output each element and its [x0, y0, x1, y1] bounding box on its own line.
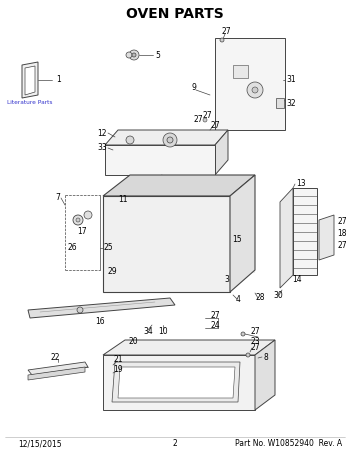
Circle shape: [129, 50, 139, 60]
Text: 27: 27: [210, 120, 220, 130]
Polygon shape: [215, 130, 228, 175]
Polygon shape: [28, 362, 88, 375]
Text: 27: 27: [210, 310, 220, 319]
Circle shape: [76, 218, 80, 222]
Text: 9: 9: [191, 83, 196, 92]
Text: 30: 30: [273, 290, 283, 299]
Text: 8: 8: [263, 352, 268, 361]
Text: 27: 27: [193, 116, 203, 125]
Text: 32: 32: [286, 98, 296, 107]
Polygon shape: [280, 188, 293, 288]
Text: 3: 3: [224, 275, 229, 284]
Polygon shape: [22, 62, 38, 98]
Text: 22: 22: [50, 353, 60, 362]
Text: 7: 7: [55, 193, 60, 202]
Text: 15: 15: [232, 236, 241, 245]
Text: 20: 20: [128, 337, 138, 347]
Text: 12: 12: [98, 129, 107, 138]
Text: 34: 34: [143, 328, 153, 337]
Text: 33: 33: [97, 144, 107, 153]
Circle shape: [247, 82, 263, 98]
Circle shape: [73, 215, 83, 225]
Text: 13: 13: [296, 178, 306, 188]
Circle shape: [126, 136, 134, 144]
Polygon shape: [103, 196, 230, 292]
Circle shape: [241, 332, 245, 336]
Text: 19: 19: [113, 366, 123, 375]
Text: 31: 31: [286, 76, 296, 85]
Polygon shape: [255, 340, 275, 410]
Text: Literature Parts: Literature Parts: [7, 101, 53, 106]
Circle shape: [126, 52, 132, 58]
Polygon shape: [319, 215, 334, 260]
Polygon shape: [103, 355, 255, 410]
Circle shape: [246, 353, 250, 357]
Circle shape: [167, 137, 173, 143]
Polygon shape: [230, 175, 255, 292]
Polygon shape: [118, 367, 235, 398]
Text: 2: 2: [163, 180, 168, 189]
Text: 4: 4: [236, 295, 240, 304]
Text: 6: 6: [153, 175, 158, 184]
Polygon shape: [276, 98, 284, 108]
Polygon shape: [103, 340, 275, 355]
Text: 12/15/2015: 12/15/2015: [18, 439, 62, 448]
Text: 27: 27: [221, 28, 231, 37]
Circle shape: [220, 38, 224, 42]
Polygon shape: [28, 367, 85, 380]
Text: 16: 16: [95, 318, 105, 327]
Text: 27: 27: [250, 342, 260, 352]
Text: 29: 29: [107, 268, 117, 276]
Circle shape: [84, 211, 92, 219]
Text: 18: 18: [337, 230, 346, 238]
Circle shape: [252, 87, 258, 93]
Circle shape: [203, 118, 207, 122]
Text: 14: 14: [292, 275, 302, 284]
Text: 27: 27: [202, 111, 212, 120]
Text: 24: 24: [210, 321, 220, 329]
Text: OVEN PARTS: OVEN PARTS: [126, 7, 224, 21]
Text: 26: 26: [67, 244, 77, 252]
Text: 28: 28: [255, 293, 265, 302]
Polygon shape: [233, 65, 248, 78]
Text: 27: 27: [337, 241, 346, 251]
Text: 11: 11: [118, 196, 127, 204]
Polygon shape: [28, 298, 175, 318]
Text: 1: 1: [56, 76, 61, 85]
Text: 27: 27: [250, 328, 260, 337]
Text: 10: 10: [158, 328, 168, 337]
Text: 17: 17: [77, 227, 87, 236]
Polygon shape: [112, 362, 240, 402]
Polygon shape: [105, 130, 228, 145]
Circle shape: [132, 53, 136, 57]
Polygon shape: [103, 175, 255, 196]
Text: 2: 2: [173, 439, 177, 448]
Text: 27: 27: [337, 217, 346, 226]
Circle shape: [163, 133, 177, 147]
Circle shape: [77, 307, 83, 313]
Text: Part No. W10852940  Rev. A: Part No. W10852940 Rev. A: [235, 439, 342, 448]
Polygon shape: [105, 145, 215, 175]
Text: 5: 5: [155, 50, 160, 59]
Text: 21: 21: [113, 356, 123, 365]
Text: 25: 25: [104, 244, 114, 252]
Polygon shape: [293, 188, 317, 275]
Polygon shape: [215, 38, 285, 130]
Polygon shape: [25, 66, 35, 95]
Text: 23: 23: [250, 337, 260, 347]
